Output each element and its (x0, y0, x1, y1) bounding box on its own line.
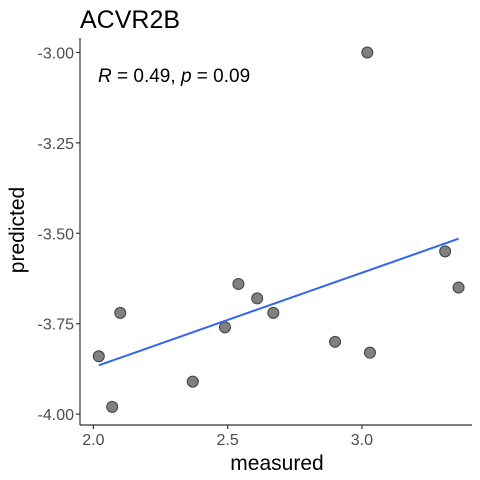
data-point (363, 346, 376, 359)
y-tick-label: -3.75 (38, 317, 75, 334)
x-axis-title: measured (230, 452, 323, 475)
chart-title: ACVR2B (80, 6, 180, 34)
x-tick-label: 3.0 (351, 432, 373, 449)
data-point (232, 277, 245, 290)
plot-area: -3.00 -3.25 -3.50 -3.75 -4.00 2.0 2.5 3.0 (38, 38, 472, 449)
data-point (114, 306, 127, 319)
r-value: = 0.49, (112, 66, 181, 87)
y-tick-label: -3.50 (38, 226, 75, 243)
data-point (186, 375, 199, 388)
y-axis-ticks: -3.00 -3.25 -3.50 -3.75 -4.00 (38, 45, 80, 424)
y-tick-label: -4.00 (38, 407, 75, 424)
data-point (329, 335, 342, 348)
regression-line (98, 237, 459, 367)
p-value: = 0.09 (192, 66, 251, 87)
data-point (439, 245, 452, 258)
data-point (218, 321, 231, 334)
correlation-annotation: R = 0.49, p = 0.09 (98, 66, 250, 87)
y-axis-title: predicted (6, 187, 29, 273)
data-point (267, 306, 280, 319)
p-symbol: p (180, 66, 192, 87)
y-tick-label: -3.00 (38, 45, 75, 62)
data-point (251, 292, 264, 305)
x-tick-label: 2.0 (82, 432, 104, 449)
data-point (106, 400, 119, 413)
x-tick-label: 2.5 (217, 432, 239, 449)
y-tick-label: -3.25 (38, 136, 75, 153)
data-point (452, 281, 465, 294)
r-symbol: R (98, 66, 112, 87)
x-axis-ticks: 2.0 2.5 3.0 (82, 425, 373, 449)
scatter-points (92, 46, 465, 413)
data-point (361, 46, 374, 59)
data-point (92, 350, 105, 363)
